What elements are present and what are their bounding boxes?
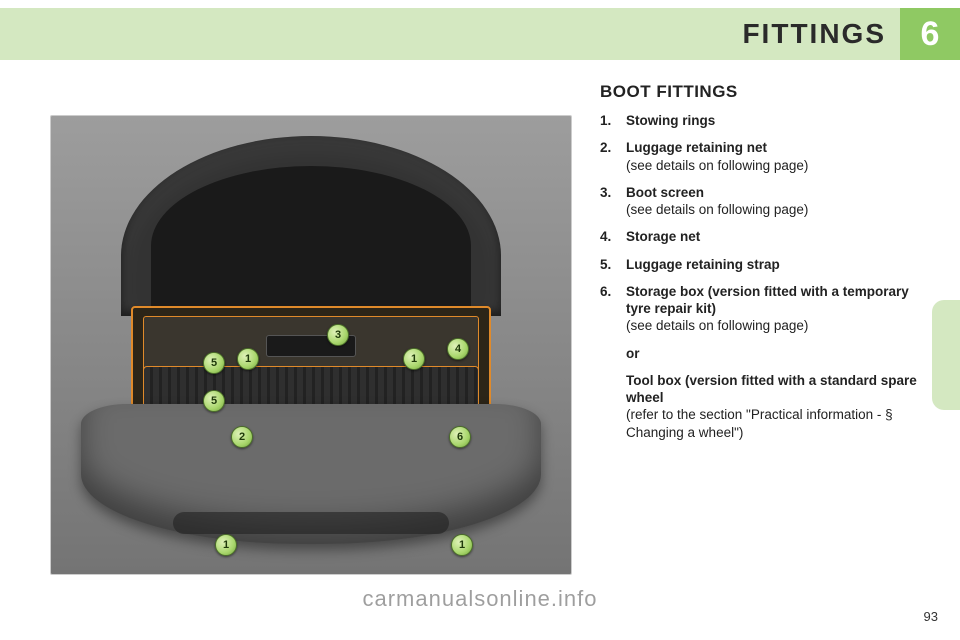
or-label: or — [626, 345, 920, 362]
banner-title-area: FITTINGS — [0, 8, 900, 60]
list-title: Luggage retaining strap — [626, 257, 780, 272]
list-item: 1. Stowing rings — [600, 112, 920, 129]
boot-lid-inner — [151, 166, 471, 316]
callout-3: 3 — [327, 324, 349, 346]
watermark: carmanualsonline.info — [362, 586, 597, 612]
side-tab — [932, 300, 960, 410]
manual-page: FITTINGS 6 BOOT FITTINGS 1 1 1 1 2 3 4 5 5 6 1 — [0, 0, 960, 640]
callout-6: 6 — [449, 426, 471, 448]
section-title: BOOT FITTINGS — [600, 82, 738, 102]
list-num: 4. — [600, 228, 626, 245]
list-num: 3. — [600, 184, 626, 219]
page-number: 93 — [924, 609, 938, 624]
list-item-toolbox: Tool box (version fitted with a standard… — [600, 372, 920, 441]
list-num: 2. — [600, 139, 626, 174]
boot-lid — [121, 136, 501, 316]
toolbox-sub: (refer to the section "Practical informa… — [626, 407, 893, 439]
trunk-illustration — [81, 146, 541, 544]
callout-1: 1 — [237, 348, 259, 370]
list-num: 1. — [600, 112, 626, 129]
list-sub: (see details on following page) — [626, 202, 808, 217]
toolbox-title: Tool box (version fitted with a standard… — [626, 373, 917, 405]
callout-1: 1 — [403, 348, 425, 370]
list-item: 5. Luggage retaining strap — [600, 256, 920, 273]
list-item: 3. Boot screen (see details on following… — [600, 184, 920, 219]
chapter-title: FITTINGS — [742, 18, 886, 50]
chapter-number-box: 6 — [900, 8, 960, 60]
callout-5: 5 — [203, 390, 225, 412]
chapter-banner: FITTINGS 6 — [0, 8, 960, 60]
list-item: 4. Storage net — [600, 228, 920, 245]
list-num: 5. — [600, 256, 626, 273]
chapter-number: 6 — [921, 15, 940, 54]
list-title: Stowing rings — [626, 113, 715, 128]
list-title: Luggage retaining net — [626, 140, 767, 155]
list-title: Boot screen — [626, 185, 704, 200]
list-title: Storage net — [626, 229, 700, 244]
list-num: 6. — [600, 283, 626, 335]
boot-figure: 1 1 1 1 2 3 4 5 5 6 — [50, 115, 572, 575]
list-item: 6. Storage box (version fitted with a te… — [600, 283, 920, 335]
callout-4: 4 — [447, 338, 469, 360]
callout-2: 2 — [231, 426, 253, 448]
fittings-list: 1. Stowing rings 2. Luggage retaining ne… — [600, 112, 920, 451]
callout-1: 1 — [215, 534, 237, 556]
list-sub: (see details on following page) — [626, 158, 808, 173]
callout-5: 5 — [203, 352, 225, 374]
list-title: Storage box (version fitted with a tempo… — [626, 284, 909, 316]
list-sub: (see details on following page) — [626, 318, 808, 333]
callout-1: 1 — [451, 534, 473, 556]
list-num-empty — [600, 372, 626, 441]
rear-bumper — [81, 404, 541, 544]
list-item: 2. Luggage retaining net (see details on… — [600, 139, 920, 174]
